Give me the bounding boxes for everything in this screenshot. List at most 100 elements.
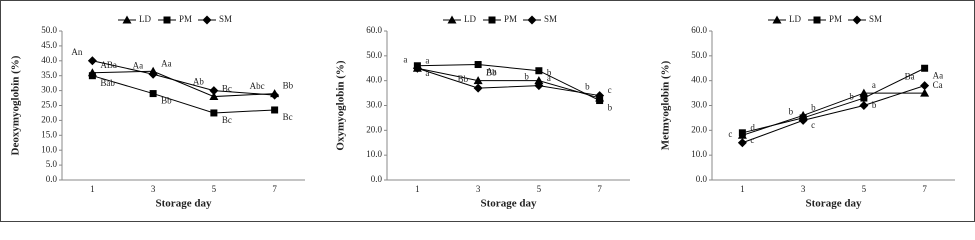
x-axis-label: Storage day [156, 198, 212, 210]
significance-letter: c [728, 129, 732, 139]
significance-letter: b [524, 72, 529, 82]
significance-letter: b [608, 103, 613, 113]
significance-letter: a [425, 55, 429, 65]
marker [474, 61, 482, 69]
significance-letter: An [71, 47, 82, 57]
x-tick-label: 7 [272, 184, 277, 194]
x-tick-label: 1 [90, 184, 95, 194]
marker [798, 115, 808, 125]
marker [88, 72, 96, 80]
y-tick-label: 50.0 [41, 25, 57, 35]
marker [122, 15, 132, 24]
significance-letter: c [811, 120, 815, 130]
marker [270, 90, 280, 100]
marker [737, 138, 747, 148]
marker [163, 16, 171, 24]
legend-label: LD [139, 14, 151, 24]
marker [209, 86, 219, 96]
x-tick-label: 1 [740, 184, 745, 194]
y-tick-label: 45.0 [41, 40, 57, 50]
marker [738, 129, 746, 137]
marker [859, 101, 869, 110]
marker [149, 90, 157, 98]
significance-letter: b [585, 82, 590, 92]
significance-letter: Aa [933, 70, 944, 80]
marker [535, 67, 543, 75]
marker [473, 76, 483, 85]
marker [860, 94, 868, 102]
series-line [742, 92, 925, 136]
significance-letter: Bab [100, 78, 115, 88]
marker [921, 64, 929, 72]
marker [527, 15, 537, 25]
significance-letter: b [547, 68, 552, 78]
y-tick-label: 40.0 [366, 75, 382, 85]
x-tick-label: 5 [212, 184, 217, 194]
significance-letter: Ab [193, 77, 204, 87]
significance-letter: Bb [486, 68, 497, 78]
y-tick-label: 40.0 [41, 55, 57, 65]
y-tick-label: 25.0 [41, 100, 57, 110]
x-tick-label: 7 [597, 184, 602, 194]
marker [210, 109, 218, 117]
marker [813, 16, 821, 24]
marker [488, 16, 496, 24]
marker [271, 106, 279, 114]
y-tick-label: 30.0 [691, 100, 707, 110]
panel: 0.0 10.0 20.0 30.0 40.0 50.0 60.0 1 3 5 7 Storage d… [660, 14, 955, 210]
marker [148, 69, 158, 79]
significance-letter: b [849, 92, 854, 102]
marker [772, 15, 782, 24]
significance-letter: a [547, 73, 551, 83]
y-tick-label: 10.0 [366, 149, 382, 159]
x-tick-label: 3 [801, 184, 806, 194]
legend-label: PM [504, 14, 517, 24]
y-tick-label: 60.0 [691, 25, 707, 35]
y-tick-label: 0.0 [371, 174, 383, 184]
series-line [417, 67, 600, 99]
significance-letter: b [872, 100, 877, 110]
series-line [92, 75, 275, 114]
significance-letter: Bc [222, 115, 232, 125]
panel: 0.0 10.0 20.0 30.0 40.0 50.0 60.0 1 3 5 7 Storage d… [335, 14, 630, 210]
y-tick-label: 50.0 [366, 50, 382, 60]
y-tick-label: 20.0 [691, 124, 707, 134]
x-tick-label: 5 [862, 184, 867, 194]
panel: 0.0 5.0 10.0 15.0 20.0 25.0 30.0 35.0 40.0 45.0 50… [10, 14, 305, 210]
y-tick-label: 5.0 [46, 159, 58, 169]
significance-letter: Ba [905, 72, 915, 82]
marker [595, 91, 605, 101]
significance-letter: Bb [458, 74, 469, 84]
y-tick-label: 10.0 [691, 149, 707, 159]
marker [920, 88, 930, 97]
series-line [417, 67, 600, 97]
x-axis-label: Storage day [481, 198, 537, 210]
marker [447, 15, 457, 24]
y-tick-label: 60.0 [366, 25, 382, 35]
legend-label: LD [789, 14, 801, 24]
legend-label: SM [219, 14, 232, 24]
significance-letter: Bb [283, 81, 294, 91]
marker [534, 76, 544, 85]
x-tick-label: 3 [476, 184, 481, 194]
marker [596, 97, 604, 105]
y-axis-label: Oxymyoglobin (%) [335, 60, 347, 150]
significance-letter: Bc [222, 84, 232, 94]
series-line [742, 85, 925, 144]
significance-letter: c [750, 135, 754, 145]
marker [852, 15, 862, 25]
marker [473, 83, 483, 93]
y-tick-label: 30.0 [366, 100, 382, 110]
marker [209, 92, 219, 101]
y-tick-label: 15.0 [41, 129, 57, 139]
frame [0, 0, 975, 222]
legend-label: PM [829, 14, 842, 24]
y-tick-label: 35.0 [41, 70, 57, 80]
y-axis-label: Metmyoglobin (%) [660, 60, 672, 150]
y-tick-label: 0.0 [696, 174, 708, 184]
x-tick-label: 5 [537, 184, 542, 194]
x-tick-label: 3 [151, 184, 156, 194]
significance-letter: a [425, 68, 429, 78]
significance-letter: Bb [161, 96, 172, 106]
figure: 0.05.010.015.020.025.030.035.040.045.050… [0, 0, 975, 222]
